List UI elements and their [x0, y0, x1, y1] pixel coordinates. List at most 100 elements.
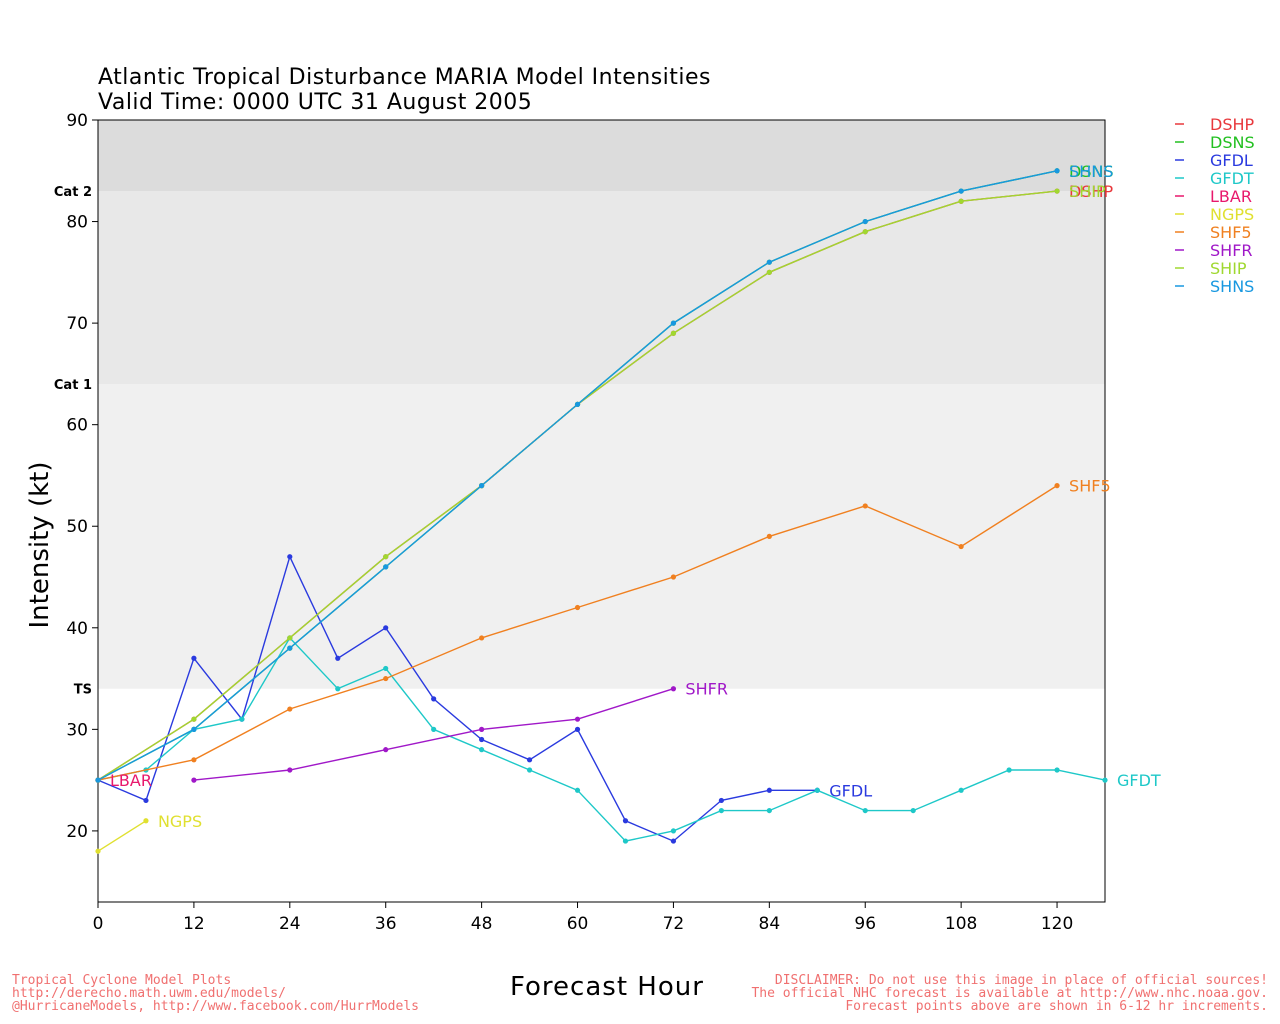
- y-tick-label: 40: [66, 619, 88, 639]
- data-point-ship: [287, 635, 293, 641]
- data-point-gfdl: [670, 838, 677, 844]
- data-point-gfdt: [862, 807, 868, 814]
- data-point-gfdl: [718, 797, 724, 804]
- data-point-shfr: [383, 747, 389, 753]
- data-point-gfdt: [335, 686, 341, 692]
- data-point-gfdt: [239, 716, 245, 722]
- data-point-shns: [479, 483, 485, 489]
- data-point-ship: [766, 269, 772, 275]
- data-point-gfdt: [1054, 767, 1060, 773]
- legend-entry-ship: SHIP: [1210, 259, 1247, 278]
- x-tick-label: 0: [93, 914, 104, 934]
- data-point-gfdt: [718, 807, 724, 814]
- footer-credit-line: @HurricaneModels, http://www.facebook.co…: [12, 999, 419, 1014]
- data-point-shf5: [574, 604, 581, 611]
- data-point-gfdl: [574, 726, 581, 732]
- footer-disclaimer-line: DISCLAIMER: Do not use this image in pla…: [774, 973, 1268, 988]
- data-point-gfdt: [766, 807, 772, 814]
- data-point-gfdt: [958, 787, 964, 793]
- legend-entry-shfr: SHFR: [1210, 241, 1253, 260]
- x-tick-label: 120: [1041, 914, 1073, 934]
- category-label: Cat 2: [54, 185, 92, 200]
- footer-credit-line: Tropical Cyclone Model Plots: [12, 973, 232, 988]
- legend-entry-gfdt: GFDT: [1210, 169, 1254, 188]
- data-point-shfr: [574, 716, 581, 722]
- legend-entry-gfdl: GFDL: [1210, 151, 1253, 170]
- data-point-ship: [191, 716, 197, 722]
- data-point-gfdt: [910, 807, 916, 814]
- series-end-label-gfdl: GFDL: [829, 781, 872, 800]
- data-point-ship: [670, 330, 677, 336]
- legend-entry-lbar: LBAR: [1210, 187, 1252, 206]
- data-point-shf5: [862, 503, 868, 509]
- data-point-ship: [383, 554, 389, 560]
- data-point-gfdl: [479, 736, 485, 743]
- data-point-ngps: [143, 818, 149, 824]
- data-point-ngps: [95, 848, 101, 854]
- data-point-ship: [1054, 188, 1060, 194]
- category-band: [98, 191, 1105, 385]
- y-axis-label: Intensity (kt): [25, 462, 55, 629]
- data-point-shns: [95, 777, 101, 783]
- series-end-label-lbar: LBAR: [110, 771, 152, 790]
- data-point-gfdl: [622, 818, 629, 824]
- data-point-shns: [958, 188, 964, 194]
- x-axis-label: Forecast Hour: [510, 972, 704, 1002]
- data-point-gfdt: [383, 665, 389, 672]
- data-point-shns: [383, 564, 389, 570]
- series-end-label-shns: SHNS: [1069, 162, 1113, 181]
- data-point-shns: [670, 320, 677, 326]
- chart-title-line-1: Atlantic Tropical Disturbance MARIA Mode…: [98, 65, 712, 90]
- y-tick-label: 80: [66, 213, 88, 233]
- y-tick-label: 60: [66, 416, 88, 436]
- x-tick-label: 60: [567, 914, 589, 934]
- data-point-gfdt: [1102, 777, 1108, 783]
- data-point-shf5: [670, 574, 677, 580]
- data-point-shfr: [287, 767, 293, 773]
- data-point-gfdl: [383, 625, 389, 631]
- data-point-shf5: [287, 706, 293, 712]
- series-line-shfr: [193, 688, 674, 781]
- footer-credit-line: http://derecho.math.uwm.edu/models/: [12, 986, 286, 1001]
- series-line-ngps: [97, 820, 147, 852]
- data-point-ship: [958, 198, 964, 204]
- legend-entry-dshp: DSHP: [1210, 115, 1255, 134]
- data-point-gfdt: [479, 747, 485, 753]
- legend-entry-dsns: DSNS: [1210, 133, 1255, 152]
- series-end-label-dsns: DSNS: [1069, 162, 1114, 181]
- series-end-label-gfdt: GFDT: [1117, 771, 1161, 790]
- y-tick-label: 70: [66, 314, 88, 334]
- x-tick-label: 84: [759, 914, 781, 934]
- category-band: [98, 120, 1105, 192]
- data-point-shns: [287, 645, 293, 651]
- data-point-shns: [1054, 168, 1060, 174]
- data-point-ship: [862, 229, 868, 235]
- series-end-label-dshp: DSHP: [1069, 182, 1114, 201]
- chart-title-line-2: Valid Time: 0000 UTC 31 August 2005: [98, 90, 533, 115]
- data-point-shf5: [958, 543, 964, 550]
- x-tick-label: 12: [183, 914, 205, 934]
- data-point-gfdl: [766, 787, 772, 793]
- data-point-gfdt: [1006, 767, 1012, 773]
- data-point-gfdl: [143, 797, 149, 804]
- series-line-gfdt: [97, 636, 1106, 842]
- series-end-label-shfr: SHFR: [685, 680, 728, 699]
- series-end-label-ngps: NGPS: [158, 812, 202, 831]
- category-band: [98, 384, 1105, 689]
- data-point-gfdl: [287, 554, 293, 560]
- data-point-shns: [191, 726, 197, 732]
- data-point-gfdl: [431, 696, 437, 702]
- data-point-gfdl: [335, 655, 341, 661]
- data-point-gfdt: [526, 767, 533, 773]
- data-point-shfr: [670, 686, 677, 692]
- data-point-gfdt: [574, 787, 581, 793]
- data-point-gfdt: [431, 726, 437, 732]
- y-tick-label: 30: [66, 720, 88, 740]
- legend-entry-shns: SHNS: [1210, 277, 1254, 296]
- data-point-gfdt: [622, 838, 629, 844]
- x-tick-label: 24: [279, 914, 301, 934]
- data-point-shf5: [479, 635, 485, 641]
- footer-disclaimer-line: The official NHC forecast is available a…: [751, 986, 1268, 1001]
- x-tick-label: 48: [471, 914, 493, 934]
